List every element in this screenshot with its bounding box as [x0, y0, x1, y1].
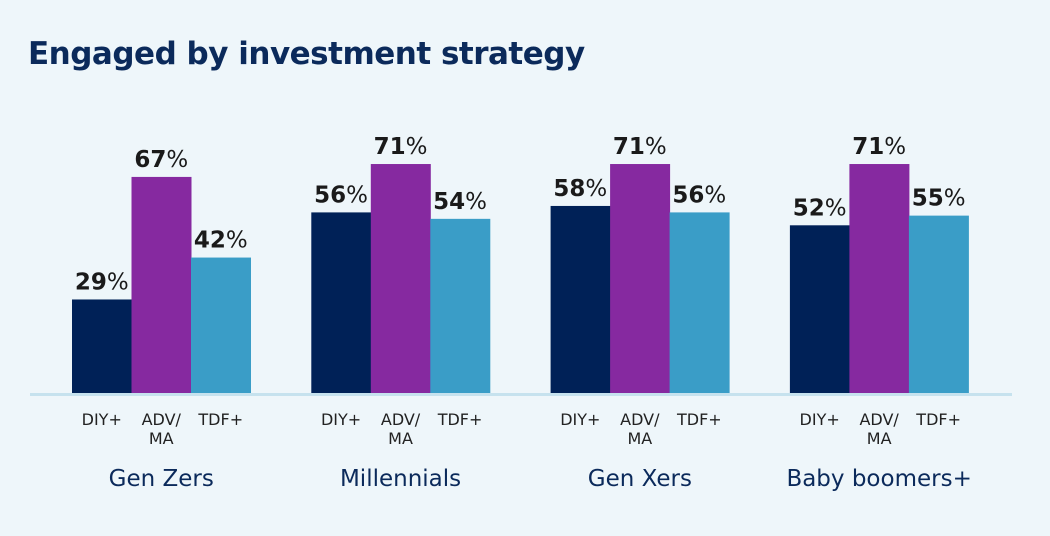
bar-tick-label: DIY+ [800, 410, 840, 429]
chart-title: Engaged by investment strategy [28, 36, 585, 72]
bar-tdf [191, 257, 251, 393]
bar-tdf [430, 218, 491, 393]
category-label: Baby boomers+ [786, 466, 971, 492]
bar-advma [849, 164, 910, 393]
bar-diy [789, 225, 850, 393]
data-label: 56% [672, 182, 726, 208]
data-label: 56% [314, 182, 368, 208]
bar-tick-label: ADV/MA [142, 410, 182, 448]
data-label: 52% [793, 195, 847, 221]
bar-advma [610, 164, 671, 393]
category-label: Gen Xers [588, 466, 692, 492]
bar-tick-label: ADV/MA [859, 410, 899, 448]
bar-tdf [908, 215, 969, 393]
data-label: 67% [134, 147, 188, 173]
bar-tdf [669, 212, 730, 393]
data-label: 71% [374, 134, 428, 160]
category-label: Gen Zers [109, 466, 214, 492]
bar-diy [72, 299, 132, 393]
bar-advma [131, 176, 192, 393]
bar-diy [311, 212, 372, 393]
data-label: 42% [194, 228, 248, 254]
bar-tick-label: DIY+ [321, 410, 361, 429]
bar-tick-label: TDF+ [197, 410, 243, 429]
data-label: 55% [912, 186, 966, 212]
data-label: 58% [553, 176, 607, 202]
bar-tick-label: TDF+ [437, 410, 483, 429]
bar-tick-label: DIY+ [560, 410, 600, 429]
bar-tick-label: TDF+ [676, 410, 722, 429]
data-label: 29% [75, 269, 129, 295]
bar-tick-label: DIY+ [82, 410, 122, 429]
bar-tick-label: ADV/MA [381, 410, 421, 448]
bar-tick-label: ADV/MA [620, 410, 660, 448]
data-label: 54% [433, 189, 487, 215]
data-label: 71% [852, 134, 906, 160]
bar-tick-label: TDF+ [915, 410, 961, 429]
bar-diy [550, 205, 611, 393]
data-label: 71% [613, 134, 667, 160]
category-label: Millennials [340, 466, 461, 492]
bar-advma [370, 164, 431, 393]
